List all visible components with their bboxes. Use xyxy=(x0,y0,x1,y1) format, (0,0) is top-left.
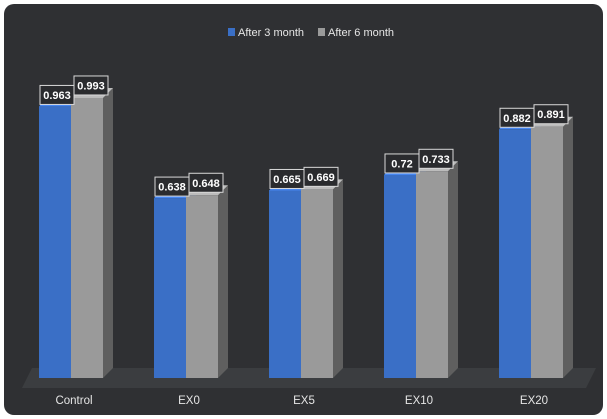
x-axis: Control EX0 EX5 EX10 EX20 xyxy=(55,395,548,407)
data-label-ex20-3m: 0.882 xyxy=(503,113,531,125)
legend: After 3 month After 6 month xyxy=(228,27,394,39)
bar-ex0-3m xyxy=(154,198,186,378)
bar-ex0-6m xyxy=(186,195,218,378)
legend-label-6m: After 6 month xyxy=(328,27,394,39)
bar-ex5-6m xyxy=(301,189,333,378)
data-label-box-control-6m xyxy=(73,75,109,96)
bar-side-ex10-6m xyxy=(448,161,458,378)
data-label-box-ex10-6m xyxy=(418,148,454,169)
bar-ex20-3m xyxy=(499,129,531,378)
data-label-box-ex0-6m xyxy=(188,172,224,193)
category-label-control: Control xyxy=(55,395,92,407)
data-label-control-3m: 0.963 xyxy=(43,90,71,102)
bar-ex10-6m xyxy=(416,171,448,378)
bar-side-ex0-6m xyxy=(218,185,228,378)
bar-control-3m xyxy=(39,106,71,379)
legend-swatch-3m xyxy=(228,28,235,36)
legend-label-3m: After 3 month xyxy=(238,27,304,39)
bar-ex20-6m xyxy=(531,126,563,378)
category-label-ex0: EX0 xyxy=(178,395,200,407)
data-label-ex10-3m: 0.72 xyxy=(391,158,412,170)
bar-ex5-3m xyxy=(269,190,301,378)
data-label-ex5-6m: 0.669 xyxy=(307,172,335,184)
data-label-ex20-6m: 0.891 xyxy=(537,109,565,121)
bar-side-ex5-6m xyxy=(333,179,343,378)
data-labels: 0.963 0.993 0.638 0.648 0.665 0.669 0.72 0.733 0… xyxy=(39,75,569,197)
category-label-ex10: EX10 xyxy=(405,395,433,407)
bar-control-6m xyxy=(71,97,103,378)
legend-swatch-6m xyxy=(318,28,325,36)
data-label-ex10-6m: 0.733 xyxy=(422,154,450,166)
data-label-ex5-3m: 0.665 xyxy=(273,174,301,186)
data-label-ex0-3m: 0.638 xyxy=(158,182,186,194)
bar-side-ex20-6m xyxy=(563,116,573,378)
data-label-ex0-6m: 0.648 xyxy=(192,178,220,190)
data-label-box-ex20-6m xyxy=(533,104,569,125)
bar-side-control-6m xyxy=(103,87,113,378)
category-label-ex5: EX5 xyxy=(293,395,315,407)
data-label-box-ex5-6m xyxy=(303,166,339,187)
bar-ex10-3m xyxy=(384,174,416,378)
data-label-control-6m: 0.993 xyxy=(77,80,105,92)
category-label-ex20: EX20 xyxy=(520,395,548,407)
